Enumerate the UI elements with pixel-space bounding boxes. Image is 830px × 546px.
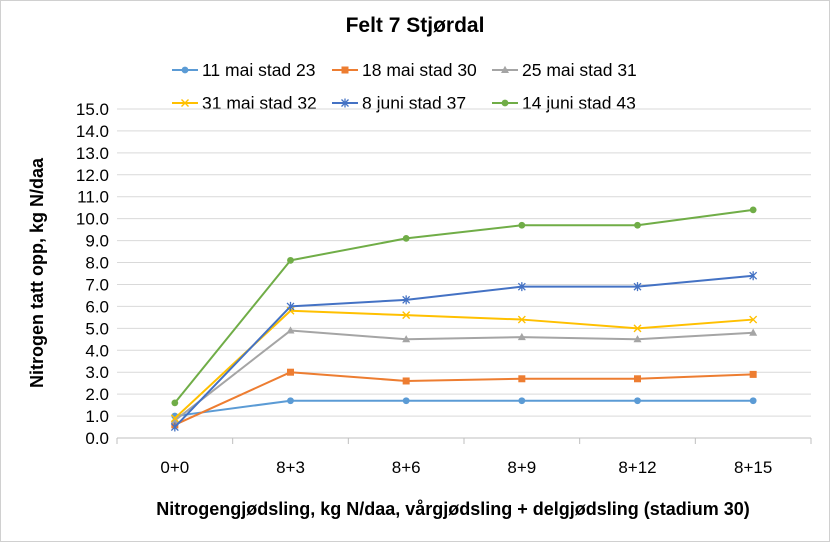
data-point xyxy=(749,206,757,214)
data-point xyxy=(171,399,179,407)
series-line xyxy=(174,371,754,426)
y-tick-label: 10.0 xyxy=(76,210,109,229)
legend-marker xyxy=(341,98,349,108)
legend-label: 11 mai stad 23 xyxy=(202,60,316,80)
y-tick-label: 1.0 xyxy=(85,407,109,426)
data-point xyxy=(402,295,411,305)
x-tick-label: 8+9 xyxy=(507,458,536,477)
data-point xyxy=(517,315,526,324)
legend: 11 mai stad 23 18 mai stad 30 25 mai stad … xyxy=(172,60,637,113)
x-axis-title: Nitrogengjødsling, kg N/daa, vårgjødslin… xyxy=(156,499,750,519)
x-tick-label: 8+15 xyxy=(734,458,772,477)
data-point xyxy=(402,235,410,242)
y-tick-label: 7.0 xyxy=(85,275,109,294)
data-point xyxy=(517,332,526,341)
y-tick-label: 2.0 xyxy=(85,385,109,404)
data-point xyxy=(518,397,526,405)
series-5 xyxy=(170,271,758,432)
y-axis-title: Nitrogen tatt opp, kg N/daa xyxy=(27,157,47,388)
series-3 xyxy=(170,326,758,424)
series-line xyxy=(174,274,754,428)
x-tick-label: 8+12 xyxy=(618,458,656,477)
x-tick-label: 8+3 xyxy=(276,458,305,477)
data-point xyxy=(170,416,179,424)
legend-label: 18 mai stad 30 xyxy=(362,60,477,80)
legend-entry: 14 juni stad 43 xyxy=(492,93,636,113)
legend-marker xyxy=(181,66,189,74)
data-point xyxy=(749,397,757,405)
data-point xyxy=(287,368,294,376)
data-point xyxy=(402,311,411,320)
x-tick-label: 8+6 xyxy=(392,458,421,477)
data-point xyxy=(633,324,642,333)
y-axis-ticks: 0.0 1.0 2.0 3.0 4.0 5.0 6.0 7.0 8.0 9.0 10.0 11.0 12… xyxy=(76,100,109,448)
series-1 xyxy=(171,397,757,420)
y-tick-label: 12.0 xyxy=(76,166,109,185)
x-axis-ticks: 0+0 8+3 8+6 8+9 8+12 8+15 xyxy=(116,438,812,477)
legend-entry: 31 mai stad 32 xyxy=(172,93,317,113)
y-tick-label: 8.0 xyxy=(85,254,109,273)
y-tick-label: 4.0 xyxy=(85,341,109,360)
data-point xyxy=(402,397,410,405)
legend-marker xyxy=(181,99,189,107)
y-tick-label: 5.0 xyxy=(85,319,109,338)
legend-label: 25 mai stad 31 xyxy=(522,60,637,80)
y-tick-label: 6.0 xyxy=(85,297,109,316)
data-point xyxy=(749,370,757,378)
data-point xyxy=(286,326,295,334)
legend-label: 31 mai stad 32 xyxy=(202,93,317,113)
series-line xyxy=(174,399,754,418)
y-tick-label: 13.0 xyxy=(76,144,109,163)
series-2 xyxy=(171,368,757,429)
data-series xyxy=(170,206,758,432)
data-point xyxy=(633,335,642,343)
series-line xyxy=(174,208,754,404)
data-point xyxy=(749,328,758,336)
legend-marker xyxy=(501,99,509,107)
series-line xyxy=(174,329,754,422)
x-tick-label: 0+0 xyxy=(160,458,189,477)
legend-entry: 11 mai stad 23 xyxy=(172,60,316,80)
legend-entry: 18 mai stad 30 xyxy=(332,60,477,80)
legend-entry: 25 mai stad 31 xyxy=(492,60,637,80)
data-point xyxy=(518,375,526,383)
y-tick-label: 9.0 xyxy=(85,232,109,251)
y-tick-label: 14.0 xyxy=(76,122,109,141)
data-point xyxy=(518,221,526,229)
data-point xyxy=(170,422,179,432)
data-point xyxy=(402,377,410,385)
chart-title: Felt 7 Stjørdal xyxy=(346,14,485,37)
legend-label: 8 juni stad 37 xyxy=(362,93,466,113)
data-point xyxy=(749,271,758,281)
data-point xyxy=(287,397,294,405)
legend-marker xyxy=(341,66,349,74)
y-tick-label: 15.0 xyxy=(76,100,109,119)
y-tick-label: 0.0 xyxy=(85,429,109,448)
data-point xyxy=(402,335,411,343)
y-tick-label: 11.0 xyxy=(77,188,109,207)
series-line xyxy=(174,309,754,419)
data-point xyxy=(286,301,295,311)
y-tick-label: 3.0 xyxy=(85,363,109,382)
series-6 xyxy=(171,206,757,407)
data-point xyxy=(749,315,758,324)
data-point xyxy=(634,375,641,383)
gridlines xyxy=(117,108,811,439)
legend-label: 14 juni stad 43 xyxy=(522,93,636,113)
data-point xyxy=(634,221,641,229)
legend-entry: 8 juni stad 37 xyxy=(332,93,466,113)
data-point xyxy=(287,256,294,264)
data-point xyxy=(634,397,641,405)
data-point xyxy=(633,282,642,292)
data-point xyxy=(517,282,526,292)
data-point xyxy=(170,414,179,423)
legend-marker xyxy=(501,65,509,73)
